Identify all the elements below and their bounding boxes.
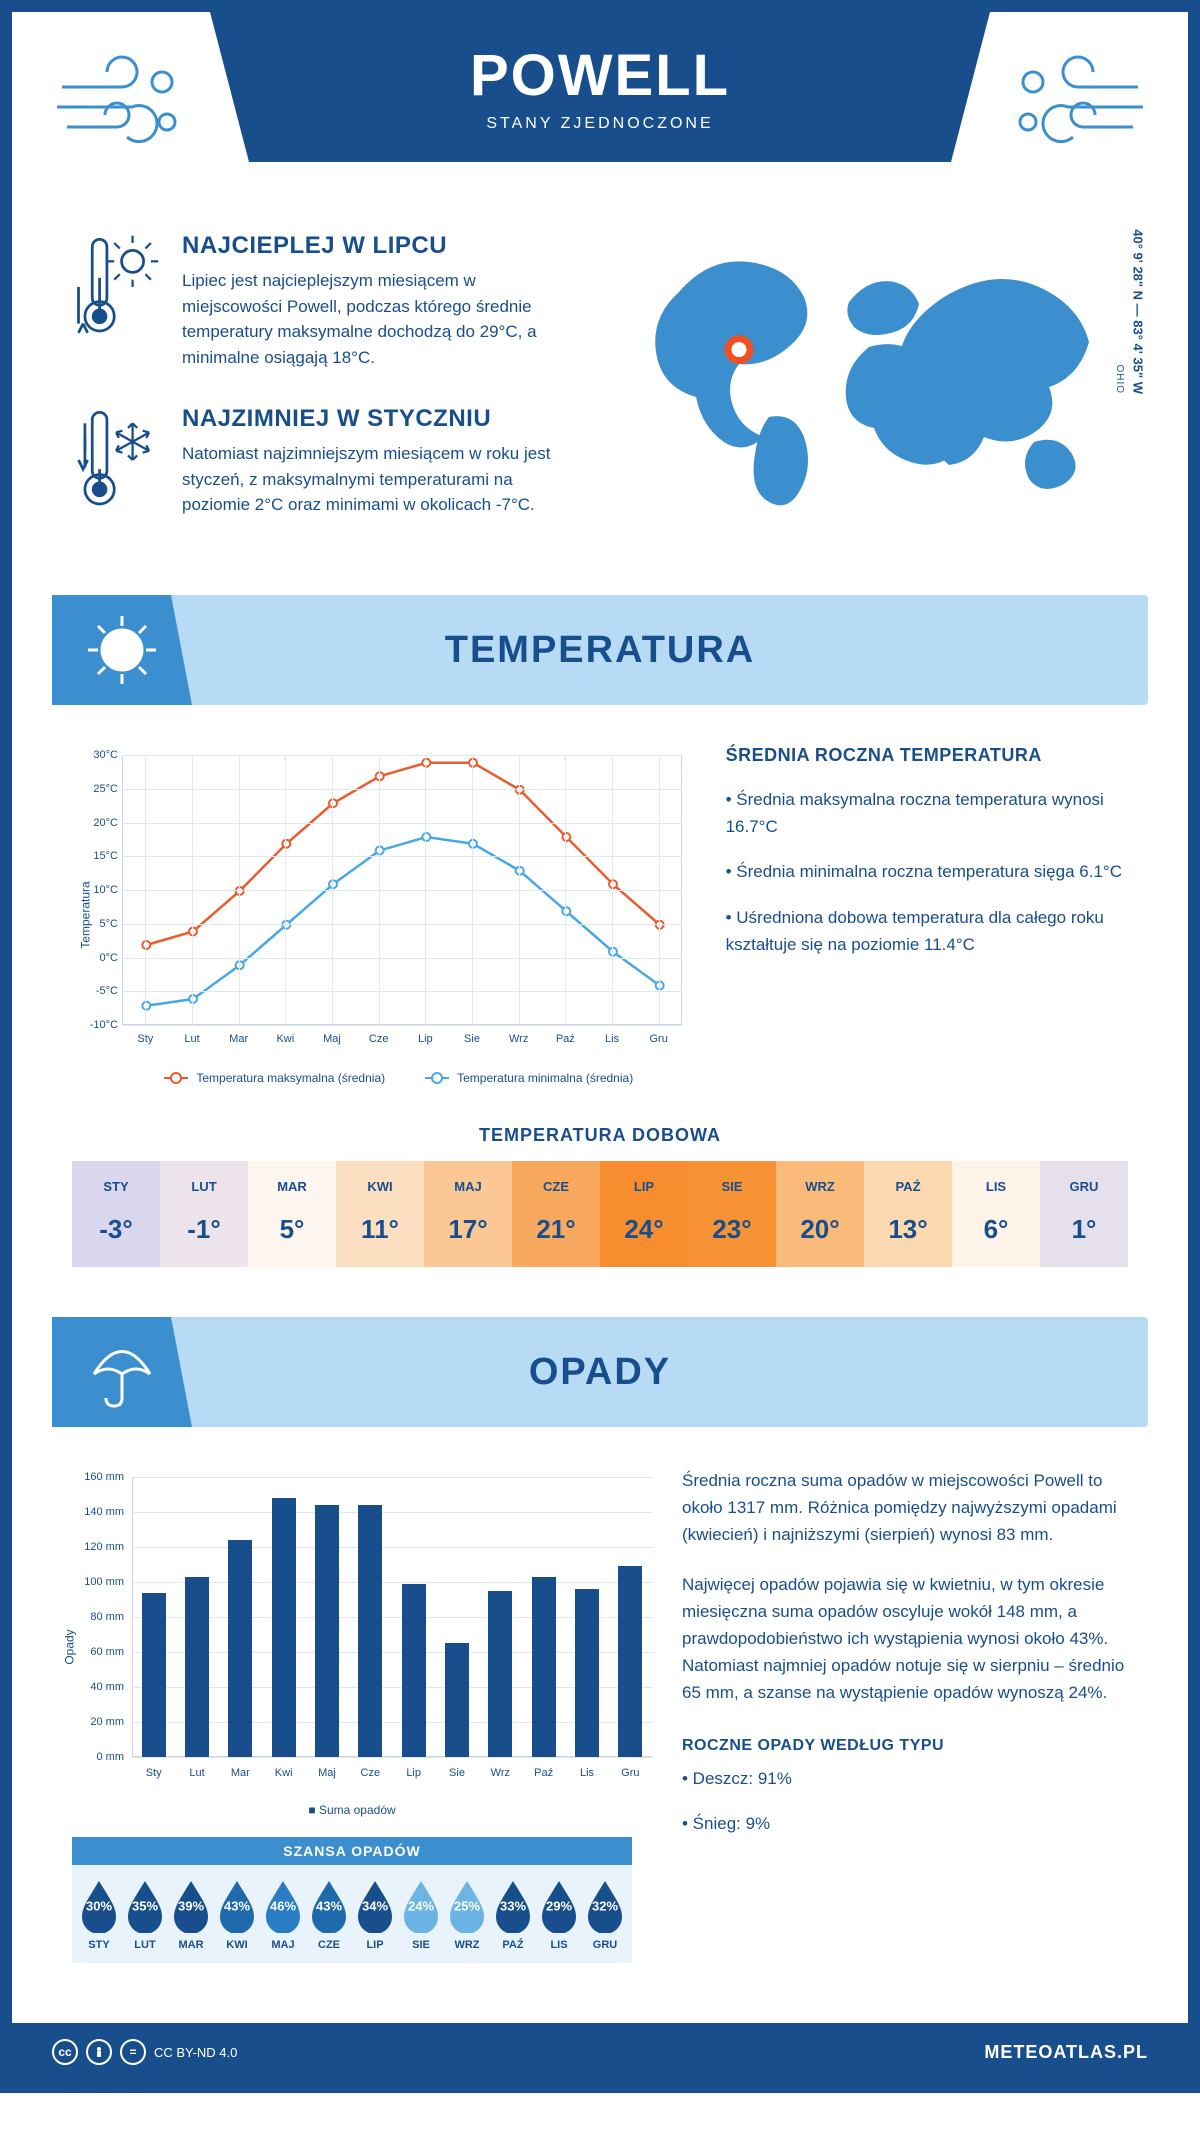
temp-bullet: • Uśredniona dobowa temperatura dla całe… xyxy=(726,904,1128,958)
cold-text: Natomiast najzimniejszym miesiącem w rok… xyxy=(182,441,580,518)
chance-strip: 30%STY35%LUT39%MAR43%KWI46%MAJ43%CZE34%L… xyxy=(72,1865,632,1963)
daily-cell: MAR5° xyxy=(248,1161,336,1267)
umbrella-icon xyxy=(52,1317,192,1427)
precip-type-heading: ROCZNE OPADY WEDŁUG TYPU xyxy=(682,1737,1128,1755)
daily-cell: LUT-1° xyxy=(160,1161,248,1267)
sun-icon xyxy=(52,595,192,705)
chance-cell: 32%GRU xyxy=(582,1877,628,1951)
page-title: POWELL xyxy=(470,42,730,109)
chance-cell: 34%LIP xyxy=(352,1877,398,1951)
license-text: CC BY-ND 4.0 xyxy=(154,2045,237,2060)
daily-cell: CZE21° xyxy=(512,1161,600,1267)
precip-chart-legend: Suma opadów xyxy=(72,1803,632,1817)
daily-cell: MAJ17° xyxy=(424,1161,512,1267)
intro-text-col: NAJCIEPLEJ W LIPCU Lipiec jest najcieple… xyxy=(72,232,580,555)
chance-cell: 43%KWI xyxy=(214,1877,260,1951)
precip-type-bullet: • Śnieg: 9% xyxy=(682,1810,1128,1837)
wind-icon-right xyxy=(1008,52,1148,167)
precip-bar-chart: Opady Suma opadów 0 mm20 mm40 mm60 mm80 … xyxy=(72,1467,632,1963)
warm-heading: NAJCIEPLEJ W LIPCU xyxy=(182,232,580,260)
temperature-line-chart: Temperatura Temperatura maksymalna (śred… xyxy=(72,745,676,1085)
daily-cell: STY-3° xyxy=(72,1161,160,1267)
daily-cell: LIS6° xyxy=(952,1161,1040,1267)
chance-cell: 24%SIE xyxy=(398,1877,444,1951)
chance-cell: 29%LIS xyxy=(536,1877,582,1951)
temperature-row: Temperatura Temperatura maksymalna (śred… xyxy=(12,705,1188,1105)
cc-icon: cc xyxy=(52,2039,78,2065)
daily-cell: SIE23° xyxy=(688,1161,776,1267)
daily-temp-strip: STY-3°LUT-1°MAR5°KWI11°MAJ17°CZE21°LIP24… xyxy=(72,1161,1128,1267)
page-frame: POWELL STANY ZJEDNOCZONE xyxy=(0,0,1200,2093)
nd-icon: = xyxy=(120,2039,146,2065)
header: POWELL STANY ZJEDNOCZONE xyxy=(12,12,1188,212)
world-map xyxy=(620,232,1128,512)
region-label: OHIO xyxy=(1115,364,1126,394)
map-col: 40° 9' 28" N — 83° 4' 35" W OHIO xyxy=(620,232,1128,555)
cold-block: NAJZIMNIEJ W STYCZNIU Natomiast najzimni… xyxy=(72,405,580,520)
chance-cell: 33%PAŹ xyxy=(490,1877,536,1951)
section-title-temperature: TEMPERATURA xyxy=(52,629,1148,672)
footer-brand: METEOATLAS.PL xyxy=(984,2042,1148,2063)
chance-cell: 35%LUT xyxy=(122,1877,168,1951)
precip-p2: Najwięcej opadów pojawia się w kwietniu,… xyxy=(682,1571,1128,1707)
chance-cell: 46%MAJ xyxy=(260,1877,306,1951)
precip-side-text: Średnia roczna suma opadów w miejscowośc… xyxy=(682,1467,1128,1963)
temp-bullet: • Średnia minimalna roczna temperatura s… xyxy=(726,858,1128,885)
page-subtitle: STANY ZJEDNOCZONE xyxy=(486,115,713,133)
warm-text: Lipiec jest najcieplejszym miesiącem w m… xyxy=(182,268,580,370)
daily-cell: LIP24° xyxy=(600,1161,688,1267)
license-block: cc = CC BY-ND 4.0 xyxy=(52,2039,237,2065)
coords-label: 40° 9' 28" N — 83° 4' 35" W xyxy=(1131,229,1146,394)
chance-cell: 39%MAR xyxy=(168,1877,214,1951)
daily-temp-title: TEMPERATURA DOBOWA xyxy=(12,1125,1188,1146)
section-title-precip: OPADY xyxy=(52,1351,1148,1394)
chance-heading: SZANSA OPADÓW xyxy=(72,1837,632,1865)
by-icon xyxy=(86,2039,112,2065)
temp-bullet: • Średnia maksymalna roczna temperatura … xyxy=(726,786,1128,840)
temp-side-heading: ŚREDNIA ROCZNA TEMPERATURA xyxy=(726,745,1128,766)
legend-min: Temperatura minimalna (średnia) xyxy=(457,1071,633,1085)
thermometer-sun-icon xyxy=(72,232,162,370)
precip-type-bullet: • Deszcz: 91% xyxy=(682,1765,1128,1792)
header-banner: POWELL STANY ZJEDNOCZONE xyxy=(210,12,990,162)
precip-row: Opady Suma opadów 0 mm20 mm40 mm60 mm80 … xyxy=(12,1427,1188,1983)
precip-p1: Średnia roczna suma opadów w miejscowośc… xyxy=(682,1467,1128,1549)
cold-heading: NAJZIMNIEJ W STYCZNIU xyxy=(182,405,580,433)
warm-block: NAJCIEPLEJ W LIPCU Lipiec jest najcieple… xyxy=(72,232,580,370)
section-head-precip: OPADY xyxy=(52,1317,1148,1427)
chance-cell: 25%WRZ xyxy=(444,1877,490,1951)
temperature-side-text: ŚREDNIA ROCZNA TEMPERATURA • Średnia mak… xyxy=(726,745,1128,1085)
section-head-temperature: TEMPERATURA xyxy=(52,595,1148,705)
daily-cell: WRZ20° xyxy=(776,1161,864,1267)
footer: cc = CC BY-ND 4.0 METEOATLAS.PL xyxy=(12,2023,1188,2081)
chance-cell: 43%CZE xyxy=(306,1877,352,1951)
chance-cell: 30%STY xyxy=(76,1877,122,1951)
legend-max: Temperatura maksymalna (średnia) xyxy=(196,1071,385,1085)
daily-cell: PAŹ13° xyxy=(864,1161,952,1267)
thermometer-snow-icon xyxy=(72,405,162,520)
daily-cell: GRU1° xyxy=(1040,1161,1128,1267)
temp-chart-legend: Temperatura maksymalna (średnia) Tempera… xyxy=(122,1071,676,1085)
daily-cell: KWI11° xyxy=(336,1161,424,1267)
wind-icon-left xyxy=(52,52,192,167)
intro-row: NAJCIEPLEJ W LIPCU Lipiec jest najcieple… xyxy=(12,212,1188,595)
